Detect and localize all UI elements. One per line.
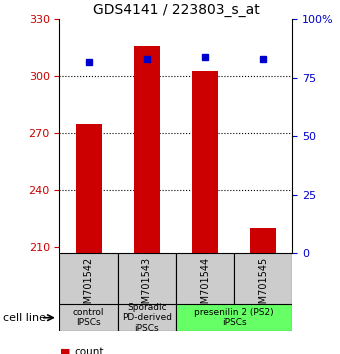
Text: GSM701542: GSM701542 (84, 257, 94, 316)
Bar (59, 253, 118, 304)
Bar (176, 253, 234, 304)
Bar (250, 228, 276, 253)
Bar (134, 46, 160, 253)
Title: GDS4141 / 223803_s_at: GDS4141 / 223803_s_at (92, 3, 259, 17)
Text: Sporadic
PD-derived
iPSCs: Sporadic PD-derived iPSCs (122, 303, 172, 333)
Text: GSM701544: GSM701544 (200, 257, 210, 316)
Bar (176, 304, 292, 331)
Bar (192, 71, 218, 253)
Bar (118, 304, 176, 331)
Text: cell line: cell line (3, 313, 46, 323)
Text: GSM701545: GSM701545 (258, 257, 268, 316)
Text: presenilin 2 (PS2)
iPSCs: presenilin 2 (PS2) iPSCs (194, 308, 274, 327)
Text: ■: ■ (59, 347, 70, 354)
Bar (118, 253, 176, 304)
Bar (234, 253, 292, 304)
Bar (75, 124, 102, 253)
Bar (59, 304, 118, 331)
Text: GSM701543: GSM701543 (142, 257, 152, 316)
Text: count: count (75, 347, 104, 354)
Text: control
IPSCs: control IPSCs (73, 308, 104, 327)
